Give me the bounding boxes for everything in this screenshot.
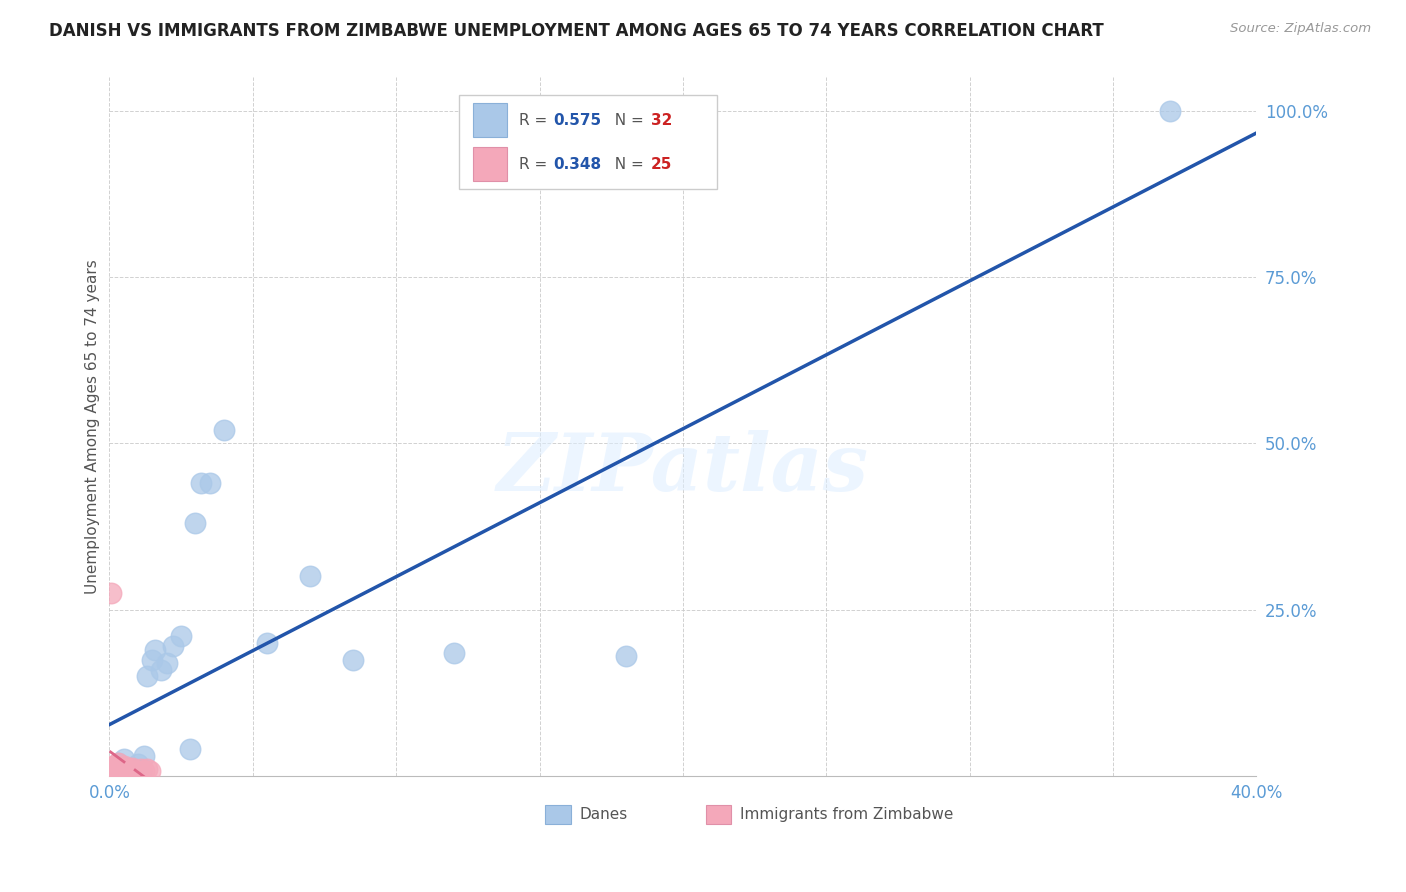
Text: N =: N = [605, 112, 648, 128]
Text: 0.348: 0.348 [554, 157, 602, 171]
Point [118, 763, 141, 777]
Point [112, 752, 135, 766]
FancyBboxPatch shape [546, 805, 571, 824]
Point [124, 763, 146, 777]
Text: Source: ZipAtlas.com: Source: ZipAtlas.com [1230, 22, 1371, 36]
FancyBboxPatch shape [472, 147, 508, 181]
Text: R =: R = [519, 112, 553, 128]
Point [104, 763, 127, 777]
Point [112, 763, 135, 777]
Text: N =: N = [605, 157, 648, 171]
Point [112, 763, 135, 777]
Point [342, 653, 364, 667]
Point [115, 763, 138, 777]
Point [104, 765, 127, 780]
Text: ZIPatlas: ZIPatlas [496, 430, 869, 508]
Point [115, 765, 138, 780]
Point [162, 640, 184, 654]
Text: 0.575: 0.575 [554, 112, 602, 128]
Point [443, 646, 465, 660]
Text: DANISH VS IMMIGRANTS FROM ZIMBABWE UNEMPLOYMENT AMONG AGES 65 TO 74 YEARS CORREL: DANISH VS IMMIGRANTS FROM ZIMBABWE UNEMP… [49, 22, 1104, 40]
Point [115, 764, 138, 778]
Text: Danes: Danes [579, 807, 628, 822]
Text: 25: 25 [651, 157, 672, 171]
Point [1159, 103, 1181, 118]
Point [101, 763, 124, 777]
Point [107, 761, 129, 775]
Point [101, 765, 124, 780]
Point [124, 764, 146, 778]
FancyBboxPatch shape [472, 103, 508, 136]
Point [179, 742, 201, 756]
Point [212, 423, 235, 437]
Text: R =: R = [519, 157, 553, 171]
Point [299, 569, 322, 583]
Y-axis label: Unemployment Among Ages 65 to 74 years: Unemployment Among Ages 65 to 74 years [86, 260, 100, 594]
Point [150, 663, 173, 677]
Point [129, 763, 152, 777]
Point [110, 761, 132, 775]
Point [107, 764, 129, 778]
Point [138, 764, 160, 778]
Point [110, 764, 132, 779]
Point [143, 642, 166, 657]
Point [156, 656, 179, 670]
Point [190, 476, 212, 491]
Text: 32: 32 [651, 112, 672, 128]
Point [127, 764, 149, 778]
Point [101, 765, 124, 780]
Point [101, 759, 124, 773]
Point [121, 765, 143, 780]
Point [107, 756, 129, 770]
FancyBboxPatch shape [460, 95, 717, 189]
Point [135, 762, 157, 776]
Point [112, 759, 135, 773]
Point [104, 759, 127, 773]
Point [121, 761, 143, 775]
Point [129, 765, 152, 780]
Point [141, 653, 163, 667]
Point [104, 764, 127, 779]
Point [184, 516, 207, 531]
Point [127, 757, 149, 772]
Point [614, 649, 637, 664]
Point [170, 629, 193, 643]
Point [135, 669, 157, 683]
Point [100, 586, 122, 600]
Point [198, 476, 221, 491]
Point [132, 749, 155, 764]
Point [107, 763, 129, 777]
Text: Immigrants from Zimbabwe: Immigrants from Zimbabwe [741, 807, 953, 822]
Point [118, 761, 141, 775]
Point [132, 764, 155, 778]
Point [110, 767, 132, 781]
Point [107, 756, 129, 770]
Point [256, 636, 278, 650]
Point [100, 765, 122, 780]
FancyBboxPatch shape [706, 805, 731, 824]
